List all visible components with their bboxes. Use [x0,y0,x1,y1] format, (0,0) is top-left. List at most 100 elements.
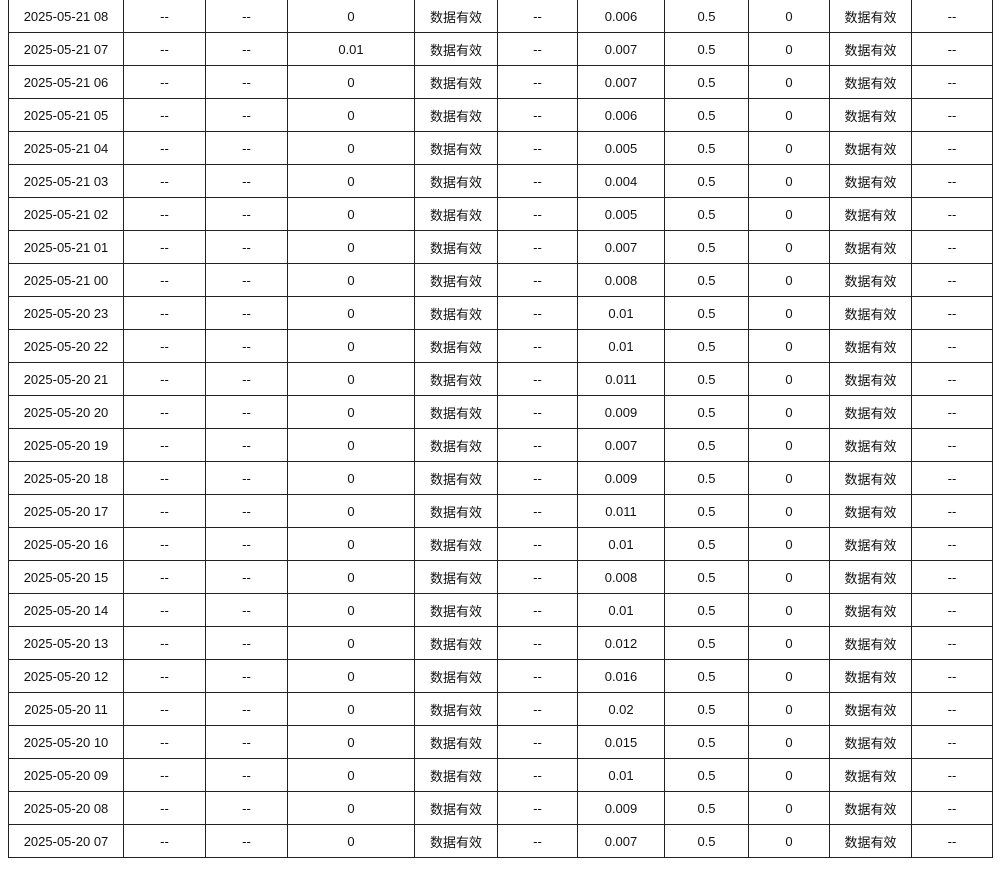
table-cell: 数据有效 [414,824,498,858]
table-cell: -- [123,0,206,33]
time-cell: 2025-05-20 17 [8,494,124,528]
table-cell: -- [205,197,288,231]
table-cell: 数据有效 [414,131,498,165]
table-cell: -- [123,659,206,693]
table-row: 2025-05-20 22 -- -- 0 数据有效 -- 0.01 0.5 0 数据有效 -- [8,329,993,363]
table-cell: 0 [748,494,830,528]
table-cell: -- [205,65,288,99]
table-cell: -- [911,131,993,165]
table-cell: 0.008 [577,263,665,297]
table-cell: 0 [748,131,830,165]
time-cell: 2025-05-21 03 [8,164,124,198]
table-cell: 数据有效 [414,725,498,759]
table-cell: -- [205,593,288,627]
table-cell: -- [205,131,288,165]
table-cell: 数据有效 [414,197,498,231]
table-cell: -- [123,593,206,627]
table-cell: -- [497,428,578,462]
table-cell: 0.007 [577,824,665,858]
table-cell: 0.5 [664,230,749,264]
table-row: 2025-05-20 14 -- -- 0 数据有效 -- 0.01 0.5 0 数据有效 -- [8,593,993,627]
time-cell: 2025-05-21 06 [8,65,124,99]
table-cell: 数据有效 [414,692,498,726]
table-row: 2025-05-21 05 -- -- 0 数据有效 -- 0.006 0.5 0 数据有效 -- [8,98,993,132]
table-cell: -- [497,527,578,561]
table-cell: -- [911,329,993,363]
table-row: 2025-05-20 19 -- -- 0 数据有效 -- 0.007 0.5 0 数据有效 -- [8,428,993,462]
table-cell: -- [911,593,993,627]
table-cell: 数据有效 [414,428,498,462]
table-cell: -- [205,329,288,363]
table-cell: 0.5 [664,725,749,759]
time-cell: 2025-05-20 20 [8,395,124,429]
table-cell: -- [497,65,578,99]
table-cell: -- [205,494,288,528]
table-row: 2025-05-20 20 -- -- 0 数据有效 -- 0.009 0.5 0 数据有效 -- [8,395,993,429]
time-cell: 2025-05-21 04 [8,131,124,165]
time-cell: 2025-05-21 07 [8,32,124,66]
table-cell: 0 [748,758,830,792]
time-cell: 2025-05-20 09 [8,758,124,792]
table-cell: -- [123,230,206,264]
table-cell: 0.5 [664,296,749,330]
time-cell: 2025-05-20 18 [8,461,124,495]
table-cell: 0 [287,428,415,462]
table-cell: -- [497,758,578,792]
table-cell: 数据有效 [829,791,912,825]
table-cell: 数据有效 [829,758,912,792]
table-cell: -- [123,131,206,165]
time-cell: 2025-05-20 11 [8,692,124,726]
table-row: 2025-05-20 12 -- -- 0 数据有效 -- 0.016 0.5 0 数据有效 -- [8,659,993,693]
table-cell: -- [497,494,578,528]
table-cell: 0 [287,659,415,693]
table-cell: -- [205,296,288,330]
table-cell: -- [123,824,206,858]
table-cell: 0.012 [577,626,665,660]
table-cell: 0 [748,230,830,264]
table-cell: 0 [748,692,830,726]
table-row: 2025-05-20 21 -- -- 0 数据有效 -- 0.011 0.5 0 数据有效 -- [8,362,993,396]
table-cell: 0.009 [577,395,665,429]
table-cell: 数据有效 [829,560,912,594]
table-cell: -- [911,197,993,231]
table-cell: 数据有效 [414,758,498,792]
time-cell: 2025-05-21 05 [8,98,124,132]
time-cell: 2025-05-20 22 [8,329,124,363]
table-row: 2025-05-20 17 -- -- 0 数据有效 -- 0.011 0.5 0 数据有效 -- [8,494,993,528]
table-cell: 0.5 [664,362,749,396]
table-cell: -- [497,230,578,264]
table-cell: 数据有效 [414,329,498,363]
table-cell: 数据有效 [414,230,498,264]
table-cell: 0.5 [664,791,749,825]
table-cell: -- [205,626,288,660]
table-cell: -- [911,560,993,594]
table-cell: -- [123,527,206,561]
table-cell: 0 [287,758,415,792]
table-cell: -- [911,428,993,462]
table-cell: -- [497,626,578,660]
table-cell: -- [123,758,206,792]
table-cell: 0.5 [664,197,749,231]
table-body: 2025-05-21 08 -- -- 0 数据有效 -- 0.006 0.5 0 数据有效 -- 2… [8,0,993,858]
table-cell: 0 [287,461,415,495]
time-cell: 2025-05-20 07 [8,824,124,858]
table-cell: -- [123,296,206,330]
table-cell: 0 [287,494,415,528]
table-cell: 0 [748,164,830,198]
table-cell: 数据有效 [829,461,912,495]
table-cell: -- [497,659,578,693]
table-cell: -- [911,626,993,660]
table-cell: 0 [287,527,415,561]
table-cell: -- [123,626,206,660]
time-cell: 2025-05-21 00 [8,263,124,297]
table-cell: 0.005 [577,131,665,165]
table-cell: 数据有效 [829,131,912,165]
table-cell: -- [123,197,206,231]
table-cell: -- [205,791,288,825]
table-cell: 0 [287,560,415,594]
table-cell: 0.5 [664,131,749,165]
table-cell: 0 [287,164,415,198]
table-cell: -- [123,560,206,594]
table-cell: -- [123,164,206,198]
table-cell: -- [911,296,993,330]
